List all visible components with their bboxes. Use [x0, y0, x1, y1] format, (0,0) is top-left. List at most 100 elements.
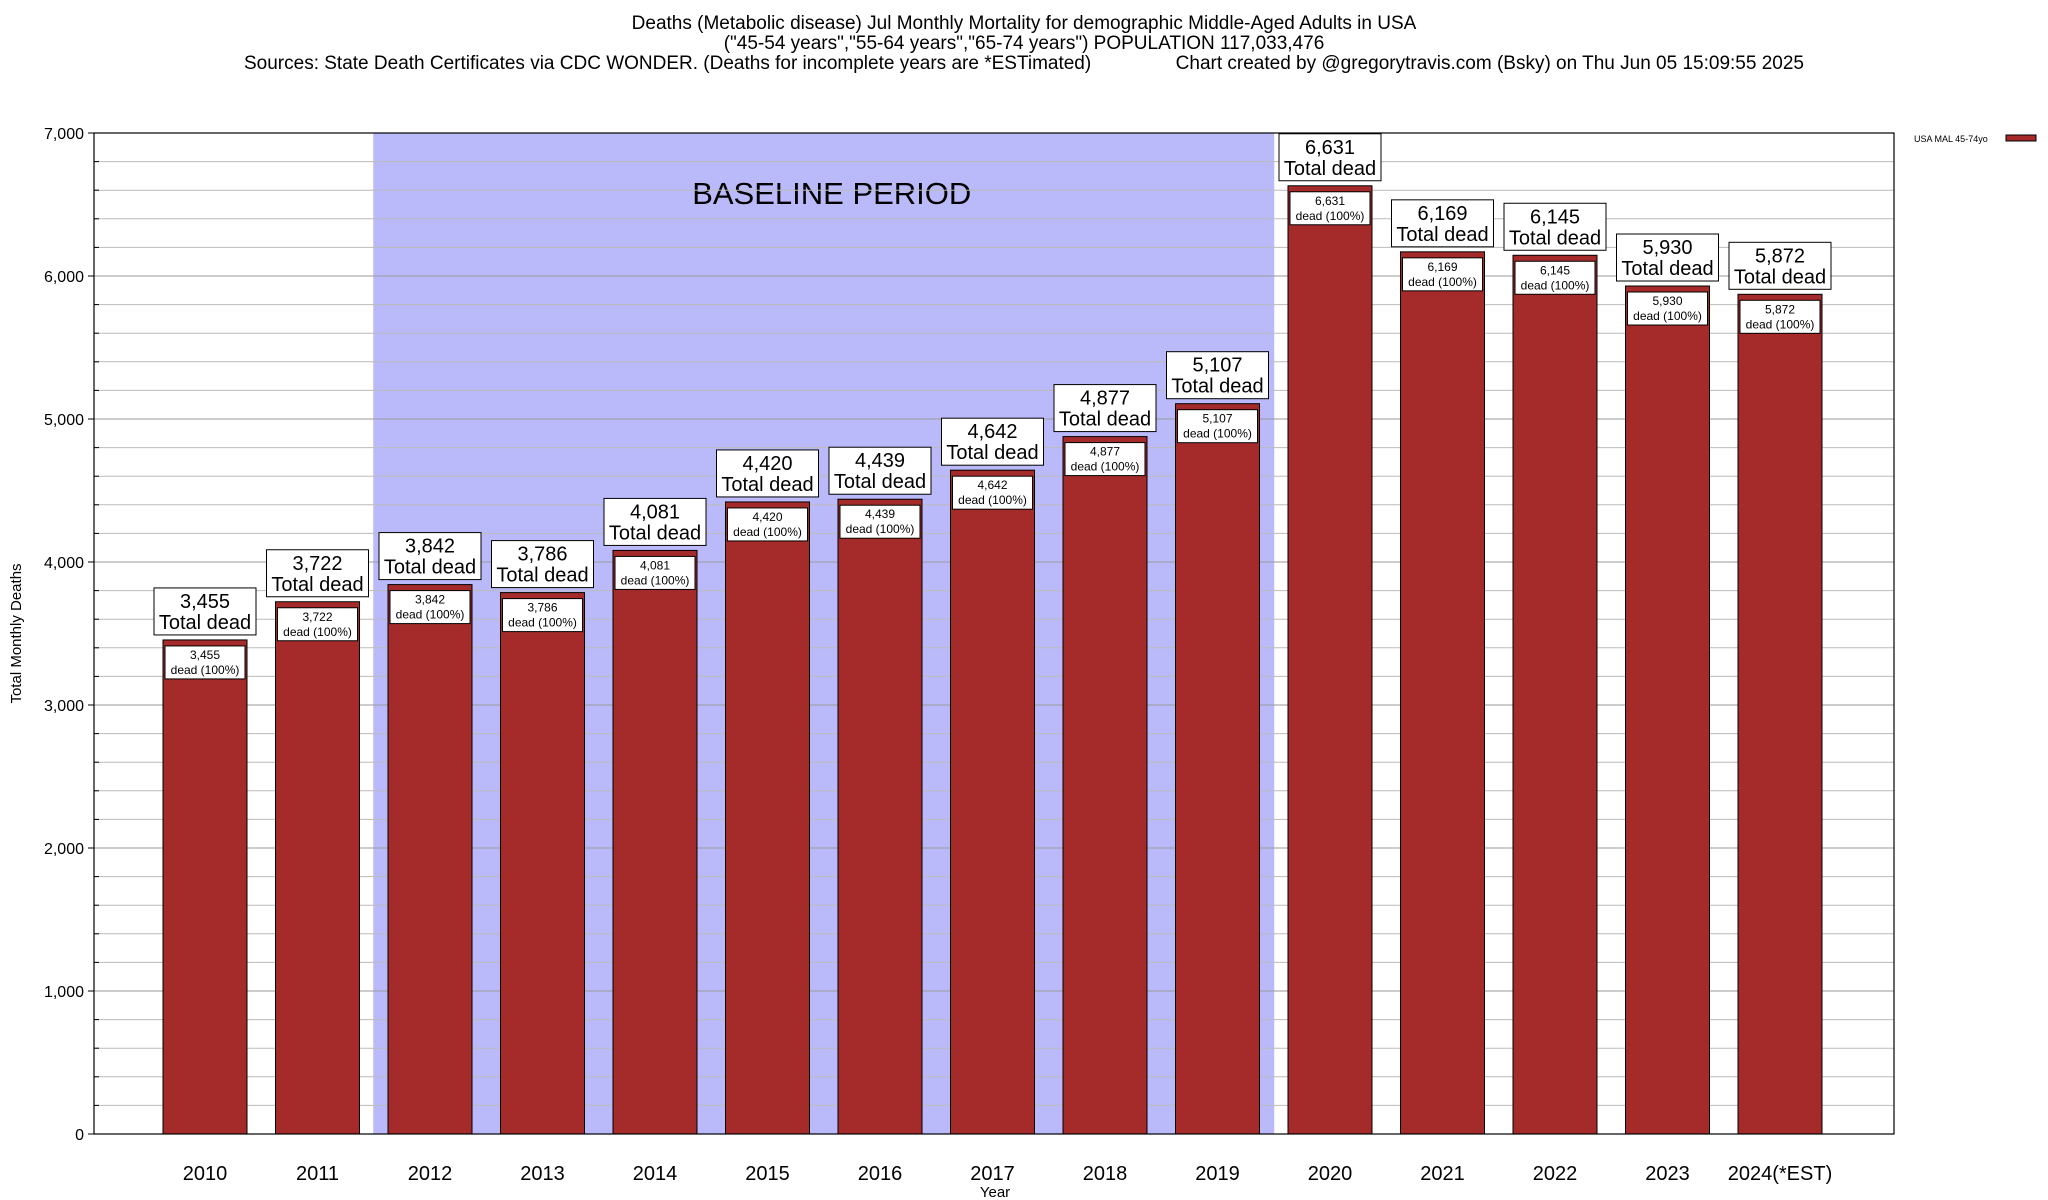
bar-total-value-label: 6,169 [1417, 203, 1467, 225]
bar-inner-percent-label: dead (100%) [1521, 278, 1590, 292]
chart-source-line: Sources: State Death Certificates via CD… [244, 53, 1804, 74]
bar-total-value-label: 6,631 [1305, 137, 1355, 159]
bar [1062, 436, 1148, 1135]
bar-inner-value-label: 4,439 [865, 507, 895, 521]
bar-inner-value-label: 6,145 [1540, 263, 1570, 277]
bar-inner-label-box [839, 504, 921, 539]
bar [950, 469, 1035, 1135]
bar-total-value-label: 4,642 [967, 421, 1017, 443]
chart-title: Deaths (Metabolic disease) Jul Monthly M… [631, 13, 1417, 34]
bar-total-suffix-label: Total dead [384, 557, 476, 579]
y-axis-label: Total Monthly Deaths [8, 563, 25, 703]
bar-total-suffix-label: Total dead [1059, 409, 1151, 431]
bar-total-value-label: 5,930 [1642, 237, 1692, 259]
x-tick-label: 2022 [1533, 1163, 1578, 1185]
bar-total-value-label: 4,439 [855, 450, 905, 472]
x-tick-label: 2011 [296, 1163, 339, 1185]
bar-total-value-label: 3,455 [180, 591, 230, 613]
x-tick-label: 2015 [745, 1163, 790, 1185]
y-tick-label: 1,000 [44, 984, 84, 1001]
bar-total-suffix-label: Total dead [721, 474, 813, 496]
bar-total-label-box [1503, 202, 1607, 251]
legend-label: USA MAL 45-74yo [1914, 134, 1988, 144]
bar-total-label-box [828, 446, 932, 495]
bar-inner-label-box [1514, 260, 1596, 295]
bar-total-label-box [378, 532, 482, 581]
bar-inner-value-label: 4,420 [752, 510, 782, 524]
x-tick-label: 2016 [858, 1163, 903, 1185]
y-tick-label: 4,000 [44, 555, 84, 572]
bar-inner-percent-label: dead (100%) [1746, 317, 1815, 331]
bar-inner-label-box [502, 598, 583, 633]
y-tick-label: 0 [75, 1127, 84, 1144]
bar-total-value-label: 6,145 [1530, 206, 1580, 228]
bar-inner-label-box [614, 555, 696, 590]
x-tick-label: 2014 [633, 1163, 678, 1185]
baseline-period-label: BASELINE PERIOD [692, 176, 971, 211]
bar-inner-label-box [1289, 191, 1371, 226]
bar-total-suffix-label: Total dead [834, 471, 926, 493]
bar-total-label-box [1278, 133, 1382, 182]
bar-total-label-box [716, 449, 819, 498]
bar [612, 549, 698, 1135]
bar-total-value-label: 5,107 [1192, 355, 1242, 377]
bar-total-label-box [491, 540, 594, 589]
bar-total-value-label: 3,842 [405, 536, 455, 558]
bar-inner-percent-label: dead (100%) [1071, 460, 1140, 474]
bar-total-suffix-label: Total dead [1734, 266, 1826, 288]
bar [1175, 403, 1260, 1135]
bar-inner-value-label: 6,169 [1427, 260, 1457, 274]
bar-total-value-label: 5,872 [1755, 245, 1805, 267]
bar [1737, 293, 1823, 1135]
bar-inner-percent-label: dead (100%) [1183, 427, 1252, 441]
bar-total-label-box [153, 587, 257, 636]
plot-frame [93, 132, 1895, 1135]
y-tick-label: 2,000 [44, 841, 84, 858]
bar-total-value-label: 4,877 [1080, 388, 1130, 410]
bar-total-value-label: 3,722 [292, 553, 342, 575]
bar-inner-label-box [1064, 442, 1146, 477]
bar-inner-label-box [727, 507, 808, 542]
bar-inner-percent-label: dead (100%) [396, 608, 465, 622]
bar-total-suffix-label: Total dead [609, 522, 701, 544]
chart-title-block: Deaths (Metabolic disease) Jul Monthly M… [0, 14, 2048, 74]
bar-inner-value-label: 3,842 [415, 593, 445, 607]
y-tick-label: 7,000 [44, 126, 84, 143]
bar-total-suffix-label: Total dead [946, 442, 1038, 464]
bar-inner-label-box [1402, 257, 1483, 292]
bar-total-suffix-label: Total dead [1171, 376, 1263, 398]
bar-inner-percent-label: dead (100%) [508, 616, 577, 630]
bar-total-suffix-label: Total dead [159, 612, 251, 634]
bar-total-label-box [941, 417, 1044, 466]
bar-inner-value-label: 3,722 [302, 610, 332, 624]
bar-total-label-box [603, 497, 707, 546]
y-tick-label: 6,000 [44, 269, 84, 286]
bar-inner-value-label: 6,631 [1315, 194, 1345, 208]
bar-inner-label-box [1627, 291, 1708, 326]
bar-inner-percent-label: dead (100%) [171, 663, 240, 677]
bar-inner-value-label: 3,786 [527, 601, 557, 615]
bar [837, 498, 923, 1135]
bar-total-suffix-label: Total dead [1509, 227, 1601, 249]
bar-total-label-box [1728, 241, 1832, 290]
bar-inner-label-box [1177, 409, 1258, 444]
bar-inner-value-label: 4,642 [977, 478, 1007, 492]
y-tick-label: 5,000 [44, 412, 84, 429]
bar-inner-label-box [1739, 299, 1821, 334]
bar-total-label-box [1166, 351, 1269, 400]
x-tick-label: 2010 [183, 1163, 228, 1185]
bar [1287, 185, 1373, 1135]
bar [1512, 254, 1598, 1135]
bar-inner-label-box [389, 590, 471, 625]
chart-subtitle: ("45-54 years","55-64 years","65-74 year… [723, 33, 1325, 54]
x-tick-label: 2019 [1195, 1163, 1240, 1185]
bar-inner-percent-label: dead (100%) [621, 573, 690, 587]
bar-inner-percent-label: dead (100%) [846, 522, 915, 536]
bar-inner-value-label: 4,081 [640, 558, 670, 572]
bar-inner-percent-label: dead (100%) [1296, 209, 1365, 223]
bar [1400, 251, 1485, 1135]
bar-total-label-box [1053, 384, 1157, 433]
bar-total-suffix-label: Total dead [1284, 158, 1376, 180]
bar-total-suffix-label: Total dead [1621, 258, 1713, 280]
